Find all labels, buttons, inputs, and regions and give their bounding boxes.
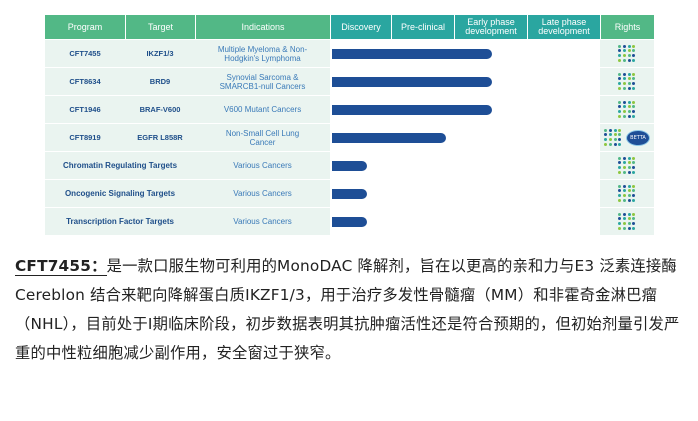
header-indications: Indications [196, 15, 330, 39]
program-row: CFT1946 BRAF-V600 V600 Mutant Cancers [45, 96, 654, 123]
progress-cell [330, 96, 600, 123]
header-early-phase-cell: Early phase development [455, 15, 527, 39]
progress-bar [332, 49, 492, 59]
rights-cell [600, 40, 654, 67]
program-name: CFT8919 [45, 124, 125, 151]
indication: V600 Mutant Cancers [195, 96, 330, 123]
rights-cell [600, 180, 654, 207]
header-program: Program [45, 15, 125, 39]
progress-cell [330, 40, 600, 67]
progress-bar [332, 217, 367, 227]
category-name: Oncogenic Signaling Targets [45, 180, 195, 207]
progress-bar [332, 133, 446, 143]
header-late-phase: Late phase development [538, 17, 590, 36]
indication: Various Cancers [195, 208, 330, 235]
partner-logo: BETTA [626, 129, 650, 146]
indication: Various Cancers [195, 152, 330, 179]
program-row: CFT8919 EGFR L858R Non-Small Cell Lung Can… [45, 124, 654, 151]
program-name: CFT7455 [45, 40, 125, 67]
header-target: Target [126, 15, 195, 39]
c4-logo-icon [618, 100, 636, 119]
progress-cell [330, 124, 600, 151]
progress-cell [330, 68, 600, 95]
description-paragraph: CFT7455：是一款口服生物可利用的MonoDAC 降解剂，旨在以更高的亲和力… [15, 252, 687, 368]
program-name: CFT8634 [45, 68, 125, 95]
description-lead: CFT7455： [15, 257, 107, 276]
indication: Multiple Myeloma & Non- Hodgkin's Lympho… [195, 40, 330, 67]
rights-cell [600, 68, 654, 95]
c4-logo-icon [618, 184, 636, 203]
c4-logo-icon [618, 72, 636, 91]
c4-logo-icon [604, 128, 622, 147]
program-target: BRD9 [125, 68, 195, 95]
progress-cell [330, 152, 600, 179]
c4-logo-icon [618, 212, 636, 231]
header-rights: Rights [601, 15, 654, 39]
c4-logo-icon [618, 44, 636, 63]
category-name: Chromatin Regulating Targets [45, 152, 195, 179]
pipeline-table: Program Target Indications Discovery Pre… [45, 15, 654, 236]
category-name: Transcription Factor Targets [45, 208, 195, 235]
progress-cell [330, 180, 600, 207]
rights-cell: BETTA [600, 124, 654, 151]
program-target: IKZF1/3 [125, 40, 195, 67]
header-late-phase-cell: Late phase development [528, 15, 600, 39]
progress-cell [330, 208, 600, 235]
header-preclinical: Pre-clinical [392, 15, 454, 39]
indication: Synovial Sarcoma & SMARCB1-null Cancers [195, 68, 330, 95]
program-row: CFT7455 IKZF1/3 Multiple Myeloma & Non- Ho… [45, 40, 654, 67]
progress-bar [332, 161, 367, 171]
header-early-phase: Early phase development [465, 17, 517, 36]
progress-bar [332, 77, 492, 87]
c4-logo-icon [618, 156, 636, 175]
category-row: Oncogenic Signaling Targets Various Cance… [45, 180, 654, 207]
rights-cell [600, 152, 654, 179]
indication: Non-Small Cell Lung Cancer [195, 124, 330, 151]
program-row: CFT8634 BRD9 Synovial Sarcoma & SMARCB1-nu… [45, 68, 654, 95]
program-target: EGFR L858R [125, 124, 195, 151]
category-row: Chromatin Regulating Targets Various Canc… [45, 152, 654, 179]
indication: Various Cancers [195, 180, 330, 207]
progress-bar [332, 105, 492, 115]
program-name: CFT1946 [45, 96, 125, 123]
header-discovery: Discovery [331, 15, 391, 39]
progress-bar [332, 189, 367, 199]
description-body: 是一款口服生物可利用的MonoDAC 降解剂，旨在以更高的亲和力与E3 泛素连接… [15, 257, 680, 362]
rights-cell [600, 208, 654, 235]
category-row: Transcription Factor Targets Various Canc… [45, 208, 654, 235]
program-target: BRAF-V600 [125, 96, 195, 123]
rights-cell [600, 96, 654, 123]
